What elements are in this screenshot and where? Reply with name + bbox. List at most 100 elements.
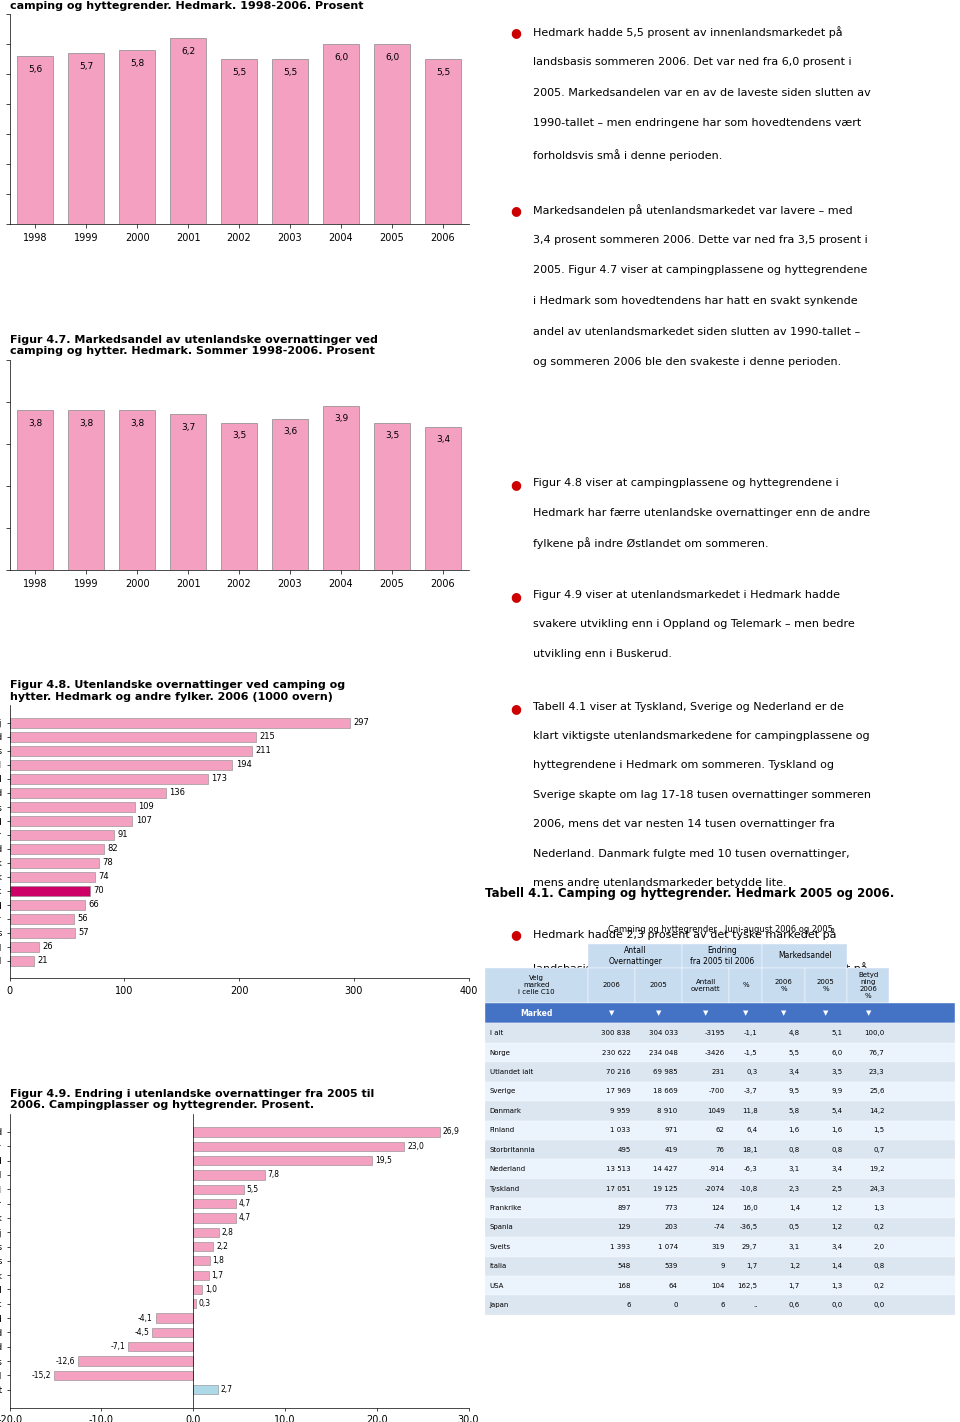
Text: 548: 548 bbox=[617, 1263, 631, 1270]
Text: 3,4 prosent sommeren 2006. Dette var ned fra 3,5 prosent i: 3,4 prosent sommeren 2006. Dette var ned… bbox=[533, 235, 868, 245]
Text: 14 427: 14 427 bbox=[654, 1166, 678, 1172]
Bar bbox=[10, 718, 350, 728]
Text: 2005
%: 2005 % bbox=[817, 978, 834, 993]
Text: gav det danske markedet en pen vekst i forhold til: gav det danske markedet en pen vekst i f… bbox=[533, 1160, 815, 1170]
Text: Tabell 4.1. Camping og hyttegrender. Hedmark 2005 og 2006.: Tabell 4.1. Camping og hyttegrender. Hed… bbox=[485, 887, 894, 900]
Text: Endring
fra 2005 til 2006: Endring fra 2005 til 2006 bbox=[690, 946, 755, 966]
Text: 203: 203 bbox=[664, 1224, 678, 1230]
Text: 2,5: 2,5 bbox=[831, 1186, 842, 1192]
Text: det svenske og det danske markedet i 2006.: det svenske og det danske markedet i 200… bbox=[533, 997, 781, 1007]
Bar bbox=[193, 1128, 440, 1136]
Text: -3426: -3426 bbox=[705, 1049, 725, 1055]
Text: 62: 62 bbox=[716, 1128, 725, 1133]
Text: 0,8: 0,8 bbox=[831, 1146, 842, 1153]
Text: 0,3: 0,3 bbox=[746, 1069, 757, 1075]
Text: Marked: Marked bbox=[520, 1008, 553, 1018]
FancyBboxPatch shape bbox=[485, 1062, 955, 1082]
Text: USA: USA bbox=[490, 1283, 504, 1288]
Text: 297: 297 bbox=[354, 718, 370, 727]
Bar bbox=[54, 1371, 193, 1381]
Text: -7,1: -7,1 bbox=[110, 1342, 125, 1351]
Text: 1,2: 1,2 bbox=[831, 1224, 842, 1230]
Text: 129: 129 bbox=[617, 1224, 631, 1230]
Text: Storbritannia: Storbritannia bbox=[490, 1146, 536, 1153]
Text: 9: 9 bbox=[720, 1263, 725, 1270]
Text: 5,5: 5,5 bbox=[232, 68, 246, 77]
Text: Nedgang var det også fra Nederland og Sverige. Derimot: Nedgang var det også fra Nederland og Sv… bbox=[533, 1126, 853, 1139]
Bar bbox=[156, 1314, 193, 1322]
Text: ●: ● bbox=[510, 478, 520, 491]
Text: 3,8: 3,8 bbox=[28, 418, 42, 428]
Text: 1,6: 1,6 bbox=[789, 1128, 800, 1133]
Bar bbox=[119, 410, 155, 570]
Bar bbox=[374, 44, 410, 225]
Text: 897: 897 bbox=[617, 1204, 631, 1212]
FancyBboxPatch shape bbox=[485, 1024, 955, 1042]
Text: ▼: ▼ bbox=[743, 1010, 749, 1017]
Text: 2006: 2006 bbox=[603, 983, 621, 988]
Text: Figur 4.8 viser at campingplassene og hyttegrendene i: Figur 4.8 viser at campingplassene og hy… bbox=[533, 478, 838, 488]
Bar bbox=[10, 872, 94, 882]
Text: -15,2: -15,2 bbox=[32, 1371, 51, 1379]
Text: 6,0: 6,0 bbox=[334, 53, 348, 63]
Text: klart viktigste utenlandsmarkedene for campingplassene og: klart viktigste utenlandsmarkedene for c… bbox=[533, 731, 870, 741]
Text: ▼: ▼ bbox=[866, 1010, 871, 1017]
Text: ..: .. bbox=[754, 1303, 757, 1308]
Bar bbox=[10, 843, 104, 853]
Text: 24,3: 24,3 bbox=[869, 1186, 885, 1192]
FancyBboxPatch shape bbox=[683, 944, 762, 967]
FancyBboxPatch shape bbox=[588, 967, 636, 1004]
Text: -4,5: -4,5 bbox=[134, 1328, 149, 1337]
FancyBboxPatch shape bbox=[683, 967, 730, 1004]
Bar bbox=[193, 1285, 203, 1294]
Text: 0,2: 0,2 bbox=[874, 1283, 885, 1288]
Text: Tyskland: Tyskland bbox=[490, 1186, 519, 1192]
Text: svakere utvikling enn i Oppland og Telemark – men bedre: svakere utvikling enn i Oppland og Telem… bbox=[533, 620, 854, 630]
Text: 6: 6 bbox=[626, 1303, 631, 1308]
Text: Italia: Italia bbox=[490, 1263, 507, 1270]
Bar bbox=[10, 941, 39, 951]
Text: 1,0: 1,0 bbox=[205, 1285, 217, 1294]
Text: Hedmark hadde 2,3 prosent av det tyske markedet på: Hedmark hadde 2,3 prosent av det tyske m… bbox=[533, 927, 836, 940]
Text: Det tyske markedet gav sterk nedgang ved: Det tyske markedet gav sterk nedgang ved bbox=[533, 1058, 776, 1068]
Bar bbox=[68, 53, 104, 225]
Bar bbox=[17, 410, 53, 570]
Text: 5,5: 5,5 bbox=[283, 68, 298, 77]
Text: -3,7: -3,7 bbox=[744, 1088, 757, 1095]
FancyBboxPatch shape bbox=[485, 1082, 955, 1101]
Text: Figur 4.7. Markedsandel av utenlandske overnattinger ved
camping og hytter. Hedm: Figur 4.7. Markedsandel av utenlandske o… bbox=[10, 334, 377, 357]
Text: 17 051: 17 051 bbox=[606, 1186, 631, 1192]
Text: ▼: ▼ bbox=[704, 1010, 708, 1017]
FancyBboxPatch shape bbox=[485, 1159, 955, 1179]
FancyBboxPatch shape bbox=[485, 1217, 955, 1237]
Text: 539: 539 bbox=[664, 1263, 678, 1270]
Text: ▼: ▼ bbox=[657, 1010, 661, 1017]
Text: Nederland. Danmark fulgte med 10 tusen overnattinger,: Nederland. Danmark fulgte med 10 tusen o… bbox=[533, 849, 850, 859]
Bar bbox=[193, 1185, 244, 1194]
Bar bbox=[10, 788, 166, 798]
Bar bbox=[193, 1256, 209, 1266]
FancyBboxPatch shape bbox=[762, 944, 847, 967]
Text: 3,4: 3,4 bbox=[789, 1069, 800, 1075]
Text: 5,1: 5,1 bbox=[831, 1030, 842, 1037]
FancyBboxPatch shape bbox=[588, 944, 683, 967]
Text: 1049: 1049 bbox=[707, 1108, 725, 1113]
Bar bbox=[10, 914, 74, 924]
Text: ●: ● bbox=[510, 701, 520, 715]
Text: Betyd
ning
2006
%: Betyd ning 2006 % bbox=[858, 973, 878, 998]
Text: Figur 4.9 viser at utenlandsmarkedet i Hedmark hadde: Figur 4.9 viser at utenlandsmarkedet i H… bbox=[533, 590, 840, 600]
FancyBboxPatch shape bbox=[485, 1042, 955, 1062]
FancyBboxPatch shape bbox=[485, 1121, 955, 1140]
Text: 70: 70 bbox=[93, 886, 104, 896]
Text: 304 033: 304 033 bbox=[649, 1030, 678, 1037]
Text: 971: 971 bbox=[664, 1128, 678, 1133]
Text: 82: 82 bbox=[108, 845, 118, 853]
Text: 1,2: 1,2 bbox=[831, 1204, 842, 1212]
Text: 5,4: 5,4 bbox=[831, 1108, 842, 1113]
Bar bbox=[193, 1270, 208, 1280]
Text: Velg
marked
i celle C10: Velg marked i celle C10 bbox=[518, 975, 555, 995]
Text: 4,8: 4,8 bbox=[789, 1030, 800, 1037]
Text: 7,8: 7,8 bbox=[268, 1170, 279, 1179]
Text: forholdsvis små i denne perioden.: forholdsvis små i denne perioden. bbox=[533, 149, 722, 161]
Text: 76: 76 bbox=[716, 1146, 725, 1153]
